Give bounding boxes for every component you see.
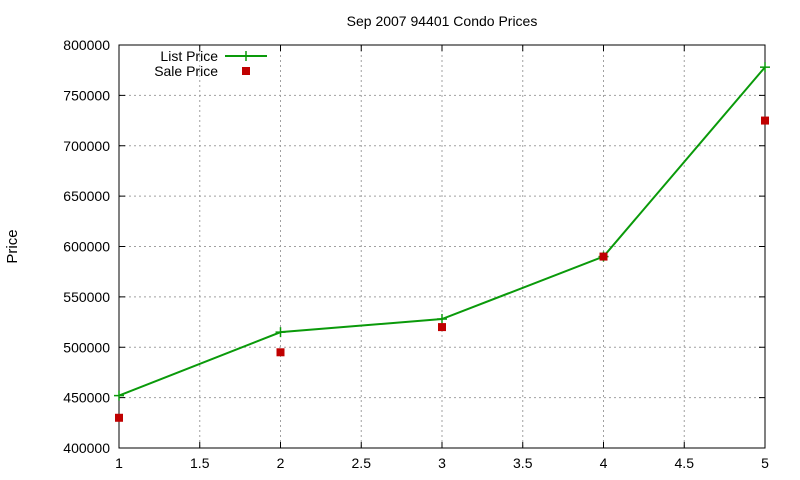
x-tick-label: 5 [761, 455, 769, 471]
sale-price-point [115, 413, 123, 422]
chart-title: Sep 2007 94401 Condo Prices [347, 13, 538, 29]
y-tick-label: 500000 [63, 339, 110, 355]
y-tick-label: 400000 [63, 440, 110, 456]
x-tick-label: 4.5 [675, 455, 695, 471]
y-tick-label: 450000 [63, 390, 110, 406]
list-price-point [437, 314, 447, 325]
legend-label-list-price: List Price [160, 48, 218, 64]
y-tick-label: 650000 [63, 188, 110, 204]
sale-price-point [276, 348, 285, 357]
sale-price-point [438, 323, 446, 332]
axis-ticks [118, 44, 766, 449]
y-axis-label: Price [4, 229, 21, 263]
x-tick-label: 1 [115, 455, 123, 471]
y-tick-labels: 400000 450000 500000 550000 600000 650000 7000… [63, 37, 110, 456]
series [114, 62, 770, 422]
list-price-point [275, 327, 286, 338]
y-tick-label: 700000 [63, 138, 110, 154]
legend-marker-list-price [241, 51, 251, 61]
grid [119, 45, 765, 448]
x-tick-label: 2.5 [352, 455, 372, 471]
y-tick-label: 600000 [63, 239, 110, 255]
x-tick-label: 3 [438, 455, 446, 471]
list-price-point [760, 62, 770, 73]
y-tick-label: 750000 [63, 87, 110, 103]
sale-price-point [599, 252, 608, 261]
legend-label-sale-price: Sale Price [154, 63, 218, 79]
y-tick-label: 550000 [63, 289, 110, 305]
sale-price-point [761, 116, 769, 125]
x-tick-label: 1.5 [190, 455, 210, 471]
x-tick-label: 2 [277, 455, 285, 471]
x-tick-label: 4 [600, 455, 608, 471]
series-sale-price [115, 116, 769, 422]
x-tick-labels: 1 1.5 2 2.5 3 3.5 4 4.5 5 [115, 455, 769, 471]
y-tick-label: 800000 [63, 37, 110, 53]
list-price-point [114, 390, 124, 401]
x-tick-label: 3.5 [513, 455, 533, 471]
legend-marker-sale-price [242, 67, 250, 75]
